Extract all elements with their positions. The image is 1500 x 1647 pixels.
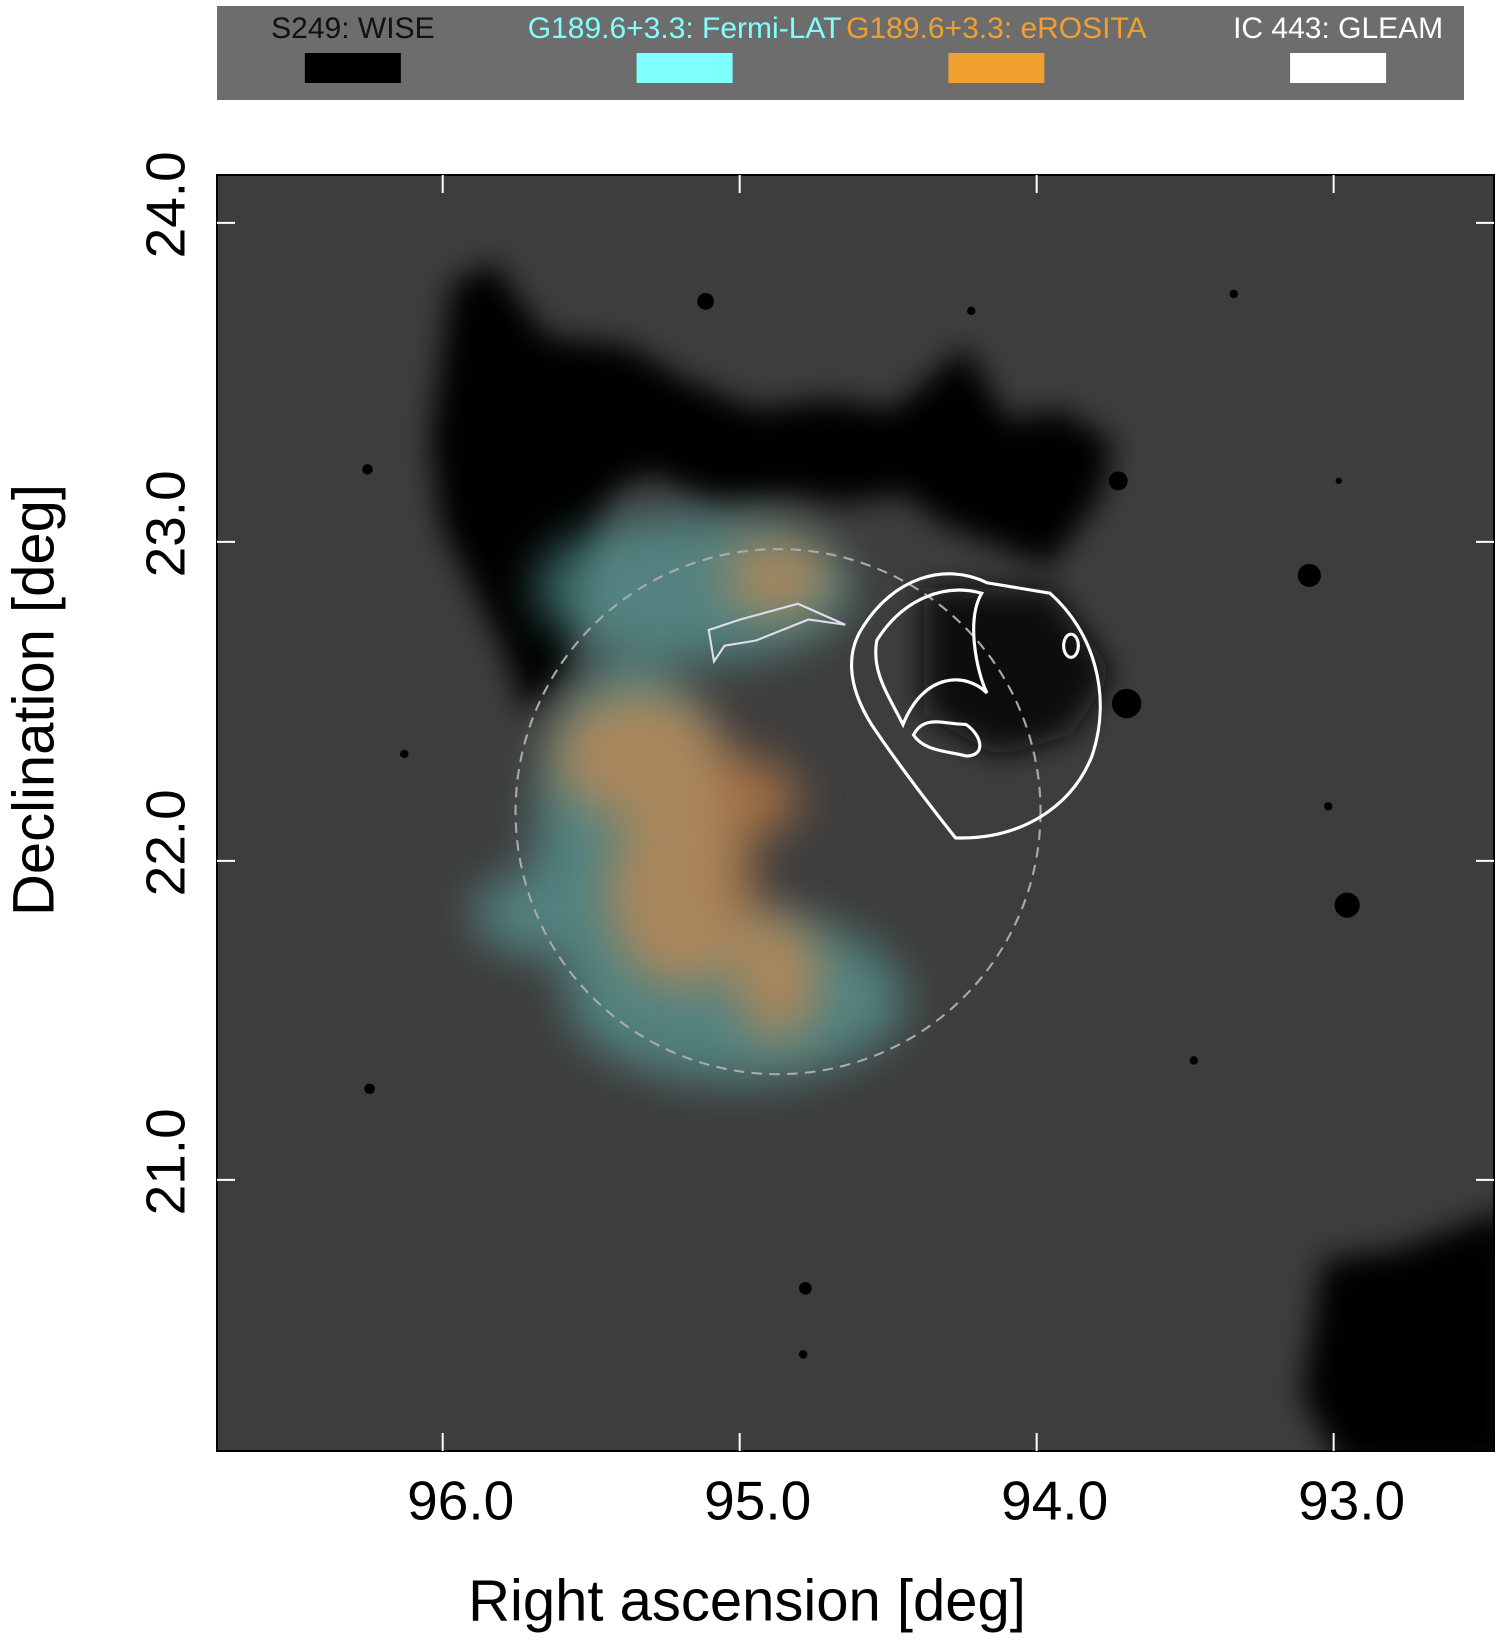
legend-label: S249: WISE [271, 12, 434, 45]
legend-box [217, 6, 1464, 100]
x-tick-label: 95.0 [704, 1470, 811, 1532]
y-axis-title: Declination [deg] [1, 484, 66, 916]
legend-swatch [636, 53, 733, 83]
sky-image [217, 175, 1494, 1452]
x-tick-label: 94.0 [1001, 1470, 1108, 1532]
x-tick-label: 96.0 [407, 1470, 514, 1532]
legend-label: G189.6+3.3: eROSITA [846, 12, 1146, 45]
legend-swatch [948, 53, 1045, 83]
y-tick-label: 21.0 [135, 1108, 197, 1215]
plot-frame [216, 174, 1495, 1452]
legend-swatch [1290, 53, 1387, 83]
legend-swatch [304, 53, 401, 83]
y-tick-label: 22.0 [135, 789, 197, 896]
legend-label: IC 443: GLEAM [1233, 12, 1443, 45]
x-tick-label: 93.0 [1298, 1470, 1405, 1532]
legend-label: G189.6+3.3: Fermi-LAT [528, 12, 842, 45]
x-axis-title: Right ascension [deg] [468, 1568, 1026, 1633]
y-tick-label: 23.0 [135, 470, 197, 577]
y-tick-label: 24.0 [135, 151, 197, 258]
